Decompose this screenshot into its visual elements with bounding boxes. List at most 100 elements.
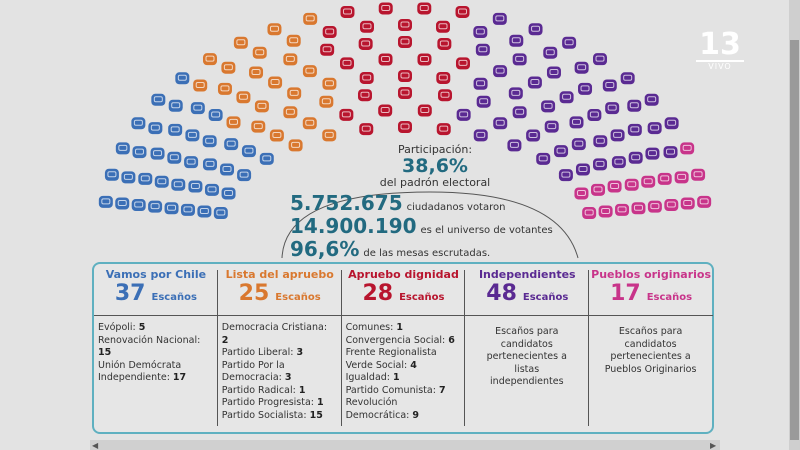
coalition-column: Vamos por Chile 37 Escaños Evópoli: 5 Renov…: [94, 268, 218, 426]
party-seats: 5: [138, 322, 146, 333]
party-item: Frente Regionalista Verde Social: 4: [346, 347, 461, 372]
seat-apruebo-dignidad: [378, 53, 393, 66]
coalition-seats: 28 Escaños: [342, 281, 466, 311]
seat-independientes: [627, 99, 642, 112]
seat-vamos-por-chile: [115, 197, 130, 210]
seat-apruebo-dignidad: [417, 104, 432, 117]
seat-vamos-por-chile: [132, 146, 147, 159]
seat-pueblos-originarios: [631, 202, 646, 215]
seat-vamos-por-chile: [148, 200, 163, 213]
seat-independientes: [541, 100, 556, 113]
seat-vamos-por-chile: [221, 187, 236, 200]
seat-pueblos-originarios: [680, 197, 695, 210]
seat-lista-del-apruebo: [251, 120, 266, 133]
seat-independientes: [476, 95, 491, 108]
seat-vamos-por-chile: [154, 175, 169, 188]
seat-vamos-por-chile: [213, 207, 228, 220]
scroll-right-arrow[interactable]: ▶: [710, 441, 717, 450]
seat-apruebo-dignidad: [398, 87, 412, 99]
party-seats: 1: [393, 372, 400, 383]
seat-independientes: [475, 43, 490, 56]
seat-lista-del-apruebo: [287, 87, 302, 100]
coalition-seats: 17 Escaños: [589, 281, 713, 311]
seat-vamos-por-chile: [180, 203, 195, 216]
seat-lista-del-apruebo: [233, 36, 248, 49]
seat-vamos-por-chile: [220, 163, 235, 176]
voters-value: 5.752.675: [290, 191, 403, 215]
seat-pueblos-originarios: [674, 171, 689, 184]
seat-vamos-por-chile: [190, 102, 205, 115]
universe-value: 14.900.190: [290, 214, 417, 238]
seat-independientes: [473, 129, 488, 142]
seat-independientes: [628, 151, 643, 164]
party-seats: 2: [221, 334, 229, 346]
seat-lista-del-apruebo: [193, 79, 208, 92]
seat-apruebo-dignidad: [339, 108, 354, 121]
seat-independientes: [647, 122, 662, 135]
party-name: Partido Socialista:: [221, 409, 310, 421]
seat-lista-del-apruebo: [217, 82, 232, 95]
seat-independientes: [492, 12, 507, 25]
seat-lista-del-apruebo: [221, 61, 236, 74]
party-name: Partido Comunista:: [345, 384, 439, 396]
seat-independientes: [559, 91, 574, 104]
seat-apruebo-dignidad: [398, 36, 412, 48]
seat-vamos-por-chile: [148, 122, 163, 135]
party-seats: 17: [172, 372, 187, 383]
vertical-scrollbar-thumb[interactable]: [790, 40, 799, 440]
seat-independientes: [558, 169, 573, 182]
horizontal-scrollbar[interactable]: [90, 440, 720, 450]
seat-lista-del-apruebo: [283, 53, 298, 66]
seat-independientes: [526, 129, 541, 142]
party-name: Unión Demócrata Independiente:: [98, 359, 182, 384]
universe-label: es el universo de votantes: [420, 225, 553, 236]
seat-pueblos-originarios: [591, 183, 606, 196]
seat-independientes: [644, 93, 659, 106]
party-seats: 3: [296, 347, 304, 358]
coalition-header: Independientes 48 Escaños: [465, 264, 590, 316]
seat-independientes: [610, 129, 625, 142]
party-list: Comunes: 1 Convergencia Social: 6 Frente R…: [342, 316, 465, 428]
seat-apruebo-dignidad: [340, 5, 355, 18]
seat-independientes: [571, 138, 586, 151]
seat-pueblos-originarios: [664, 199, 679, 212]
seat-independientes: [611, 156, 626, 169]
coalition-name: Vamos por Chile: [105, 268, 207, 281]
seat-independientes: [605, 102, 620, 115]
seat-independientes: [473, 77, 488, 90]
tables-value: 96,6%: [290, 237, 360, 261]
seat-vamos-por-chile: [167, 151, 182, 164]
coalition-name: Apruebo dignidad: [348, 268, 459, 281]
party-item: Partido Socialista: 15: [222, 410, 337, 423]
seat-independientes: [493, 117, 508, 130]
participation-sub: del padrón electoral: [379, 176, 491, 189]
coalition-column: Apruebo dignidad 28 Escaños Comunes: 1 Conv…: [341, 268, 466, 428]
logo-number: 13: [696, 30, 744, 62]
party-item: Partido Por la Democracia: 3: [222, 360, 337, 385]
coalition-column: Lista del apruebo 25 Escaños Democracia Cr…: [217, 268, 342, 426]
party-name: Partido Progresista:: [221, 397, 318, 408]
seat-lista-del-apruebo: [319, 95, 334, 108]
seat-independientes: [593, 53, 608, 66]
seat-independientes: [456, 108, 471, 121]
seat-pueblos-originarios: [697, 195, 712, 208]
coalition-header: Vamos por Chile 37 Escaños: [94, 264, 218, 316]
participation-value: 38,6%: [402, 155, 468, 177]
coalition-seats: 37 Escaños: [94, 281, 218, 311]
coalition-note: Escaños para candidatos pertenecientes a…: [604, 326, 697, 375]
seat-pueblos-originarios: [657, 172, 672, 185]
scroll-left-arrow[interactable]: ◀: [92, 441, 99, 450]
party-list: Evópoli: 5 Renovación Nacional: 15 Unión D…: [94, 316, 217, 391]
seat-pueblos-originarios: [598, 205, 613, 218]
seats-word: Escaños: [275, 292, 321, 303]
seat-vamos-por-chile: [184, 156, 199, 169]
seats-word: Escaños: [522, 292, 569, 303]
seat-pueblos-originarios: [680, 142, 695, 155]
party-seats: 9: [412, 409, 420, 421]
seat-lista-del-apruebo: [202, 53, 217, 66]
seat-count: 17: [610, 281, 641, 306]
party-seats: 6: [448, 334, 455, 346]
seat-apruebo-dignidad: [438, 89, 453, 102]
seat-independientes: [546, 66, 561, 79]
seat-lista-del-apruebo: [302, 65, 317, 78]
